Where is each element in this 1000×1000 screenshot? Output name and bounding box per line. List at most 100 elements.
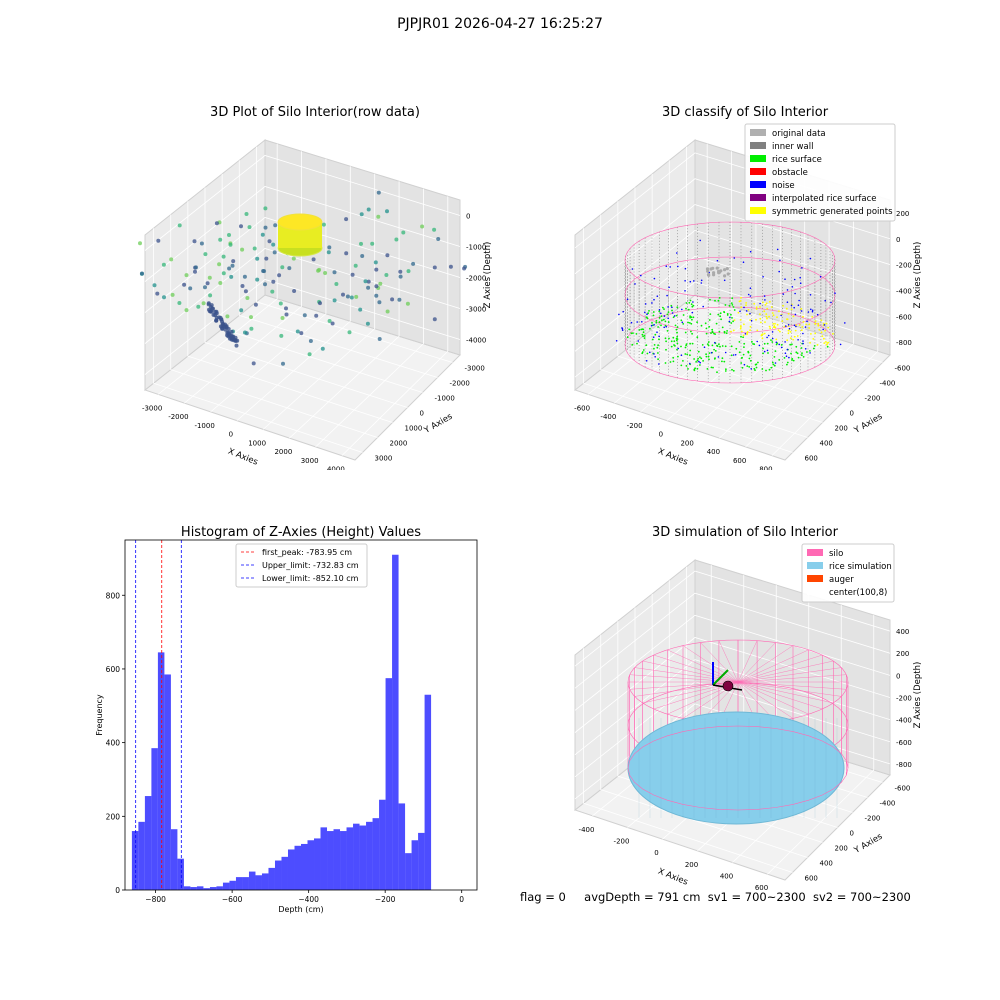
raw-data-point xyxy=(365,321,370,326)
symmetric-point xyxy=(817,322,820,325)
symmetric-point xyxy=(786,318,788,321)
silo-wire xyxy=(682,645,739,683)
noise-point xyxy=(809,257,812,260)
y-tick-label: -600 xyxy=(895,785,911,793)
y-axis-label: Frequency xyxy=(95,694,104,736)
y-gridline xyxy=(256,146,453,363)
z-tick-label: -2000 xyxy=(466,275,486,283)
noise-point xyxy=(667,317,669,320)
symmetric-point xyxy=(808,323,811,326)
rice-surface-point xyxy=(800,347,803,349)
y-tick-label: 400 xyxy=(820,440,833,448)
rice-surface-point xyxy=(664,320,667,323)
noise-point xyxy=(658,363,660,365)
noise-point xyxy=(807,311,810,313)
noise-point xyxy=(653,277,656,280)
noise-point xyxy=(654,356,656,358)
rice-surface-point xyxy=(762,347,764,350)
rice-surface-point xyxy=(664,362,667,364)
raw-data-point xyxy=(436,237,441,241)
symmetric-point xyxy=(775,338,778,341)
rice-surface-point xyxy=(802,356,805,358)
legend-box xyxy=(235,543,368,588)
rice-surface-point xyxy=(826,345,829,348)
rice-surface-point xyxy=(714,299,716,302)
rice-surface-point xyxy=(780,344,783,346)
rice-surface-point xyxy=(689,349,692,352)
rice-surface-point xyxy=(735,347,738,350)
symmetric-point xyxy=(827,326,830,329)
raw-data-point xyxy=(390,297,395,302)
noise-point xyxy=(710,351,713,354)
rice-surface-point xyxy=(721,326,724,329)
raw-data-point xyxy=(263,206,268,211)
symmetric-point xyxy=(792,338,794,341)
histogram-bar xyxy=(379,799,386,890)
x-tick-label: 0 xyxy=(659,431,663,439)
rice-surface-point xyxy=(761,368,764,370)
symmetric-point xyxy=(808,327,811,329)
raw-data-point xyxy=(227,266,232,271)
z-gridline xyxy=(574,592,891,689)
raw-data-point xyxy=(249,326,254,331)
raw-data-point xyxy=(208,305,213,309)
raw-data-point xyxy=(218,281,223,285)
raw-data-point xyxy=(359,212,364,217)
rice-surface-point xyxy=(690,316,693,319)
raw-data-point xyxy=(225,314,230,319)
z-tick-label: 200 xyxy=(896,650,909,658)
silo-outline xyxy=(624,256,836,334)
raw-data-point xyxy=(273,223,278,228)
rice-surface-point xyxy=(719,345,721,348)
histogram-bar xyxy=(359,825,367,890)
rice-surface-point xyxy=(801,352,803,354)
rice-surface-point xyxy=(732,306,735,308)
x-tick-label: -200 xyxy=(614,838,630,846)
rice-surface-point xyxy=(691,318,693,321)
z-tick-label: 0 xyxy=(896,672,900,680)
symmetric-point xyxy=(825,341,827,343)
rice-surface-point xyxy=(723,360,726,363)
noise-point xyxy=(800,310,803,312)
raw-data-point xyxy=(432,265,437,270)
noise-point xyxy=(640,274,642,277)
rice-surface-point xyxy=(674,324,677,327)
raw-data-point xyxy=(170,292,175,297)
histogram-bar xyxy=(177,858,184,890)
histogram-bar xyxy=(268,867,275,890)
raw-data-point xyxy=(229,274,234,279)
silo-outline xyxy=(624,221,836,299)
y-tick-label: -200 xyxy=(865,815,881,823)
noise-point xyxy=(667,306,669,308)
rice-surface-point xyxy=(786,363,788,366)
y-tick-label: -1000 xyxy=(435,395,455,403)
rice-surface-point xyxy=(673,340,676,343)
symmetric-point xyxy=(820,331,823,334)
rice-surface-point xyxy=(649,327,651,330)
noise-point xyxy=(653,298,655,301)
raw-data-3d-plot: -3000 -2000 -1000 0 1000 2000 3000 4000 3000 2000… xyxy=(138,105,493,470)
y-tick-label: 200 xyxy=(106,812,121,821)
raw-data-point xyxy=(353,263,358,268)
silo-wire xyxy=(737,681,842,697)
noise-point xyxy=(766,336,768,339)
noise-point xyxy=(802,342,804,345)
noise-point xyxy=(742,261,745,263)
rice-surface-point xyxy=(771,341,774,343)
symmetric-point xyxy=(763,310,766,313)
y-tick-label: -2000 xyxy=(450,380,470,388)
x-tick-label: 800 xyxy=(759,466,772,470)
rice-surface-point xyxy=(631,343,634,346)
rice-surface-point xyxy=(707,344,710,347)
rice-surface-point xyxy=(715,322,718,325)
rice-surface-point xyxy=(696,367,699,370)
rice-surface-point xyxy=(749,354,752,357)
histogram-bar xyxy=(242,877,249,890)
x-tick-label: 200 xyxy=(685,861,698,869)
noise-point xyxy=(801,267,803,269)
rice-surface-point xyxy=(676,326,679,328)
x-tick-label: 1000 xyxy=(248,439,266,447)
raw-data-point xyxy=(264,256,269,261)
symmetric-point xyxy=(793,335,796,338)
z-tick-label: -800 xyxy=(896,761,912,769)
